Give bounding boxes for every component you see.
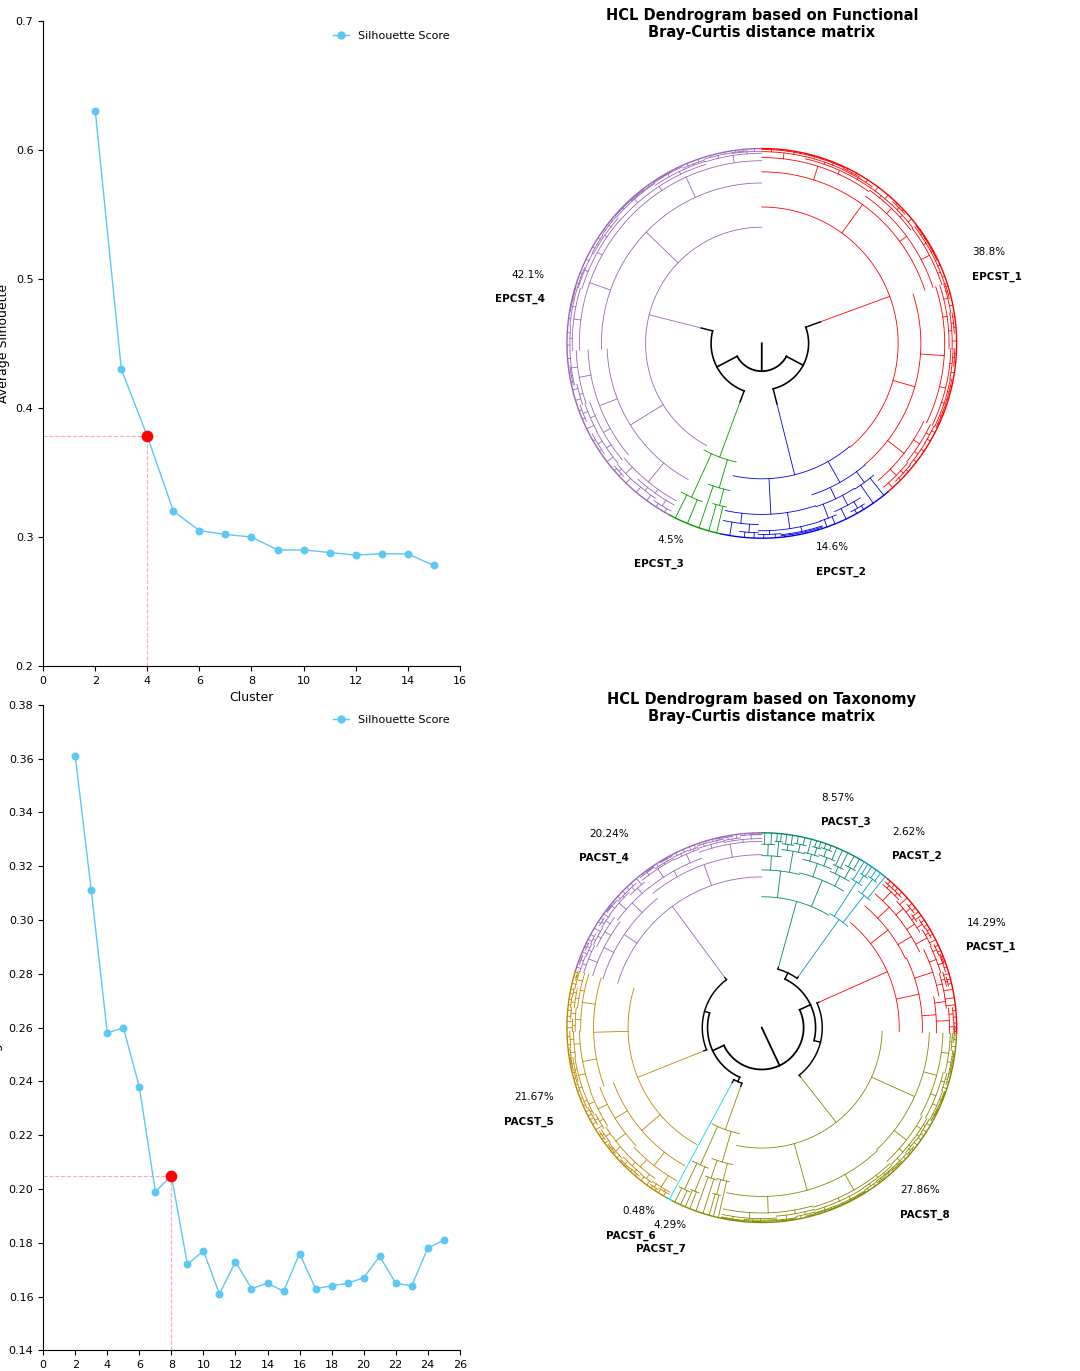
Y-axis label: Average Silhouette: Average Silhouette bbox=[0, 968, 3, 1087]
Text: PACST_6: PACST_6 bbox=[606, 1231, 656, 1241]
Y-axis label: Average Silhouette: Average Silhouette bbox=[0, 284, 10, 403]
Text: 14.29%: 14.29% bbox=[967, 917, 1007, 928]
Point bbox=[373, 543, 390, 565]
Text: PACST_3: PACST_3 bbox=[822, 817, 872, 828]
Text: PACST_7: PACST_7 bbox=[636, 1245, 686, 1254]
Point bbox=[83, 880, 100, 902]
Title: HCL Dendrogram based on Functional
Bray-Curtis distance matrix: HCL Dendrogram based on Functional Bray-… bbox=[606, 8, 918, 40]
Text: 8.57%: 8.57% bbox=[822, 792, 854, 803]
Text: 14.6%: 14.6% bbox=[816, 542, 849, 553]
Point bbox=[194, 1239, 212, 1261]
Point bbox=[435, 1230, 453, 1252]
Point bbox=[179, 1253, 197, 1275]
Point bbox=[399, 543, 416, 565]
Text: PACST_8: PACST_8 bbox=[901, 1209, 950, 1220]
Point bbox=[347, 544, 364, 566]
Text: 0.48%: 0.48% bbox=[622, 1206, 656, 1216]
Point bbox=[372, 1245, 389, 1267]
Point bbox=[163, 1164, 180, 1186]
Point bbox=[86, 100, 104, 122]
Point bbox=[138, 425, 156, 447]
Point bbox=[275, 1281, 293, 1302]
Point bbox=[403, 1275, 420, 1297]
Text: PACST_2: PACST_2 bbox=[892, 851, 942, 861]
Point bbox=[243, 526, 260, 548]
Legend: Silhouette Score: Silhouette Score bbox=[328, 26, 455, 45]
Point bbox=[98, 1021, 116, 1043]
Point bbox=[163, 1164, 180, 1186]
Point bbox=[419, 1237, 436, 1259]
Point bbox=[426, 554, 443, 576]
Point bbox=[211, 1283, 228, 1305]
Point bbox=[138, 425, 156, 447]
Text: 4.29%: 4.29% bbox=[653, 1220, 686, 1230]
Text: PACST_4: PACST_4 bbox=[579, 853, 629, 864]
Point bbox=[355, 1267, 373, 1289]
Point bbox=[227, 1250, 244, 1272]
Text: 27.86%: 27.86% bbox=[901, 1185, 940, 1196]
Point bbox=[217, 524, 234, 546]
Text: 21.67%: 21.67% bbox=[514, 1093, 554, 1102]
Point bbox=[295, 539, 312, 561]
Point bbox=[259, 1272, 276, 1294]
Title: HCL Dendrogram based on Taxonomy
Bray-Curtis distance matrix: HCL Dendrogram based on Taxonomy Bray-Cu… bbox=[607, 692, 916, 724]
Text: 2.62%: 2.62% bbox=[892, 827, 926, 836]
X-axis label: Cluster: Cluster bbox=[229, 691, 273, 705]
Point bbox=[291, 1242, 308, 1264]
Text: 42.1%: 42.1% bbox=[512, 270, 544, 280]
Point bbox=[114, 1017, 132, 1039]
Point bbox=[307, 1278, 324, 1300]
Text: EPCST_1: EPCST_1 bbox=[972, 271, 1022, 282]
Point bbox=[387, 1272, 404, 1294]
Point bbox=[321, 542, 338, 563]
Text: EPCST_2: EPCST_2 bbox=[816, 566, 866, 577]
Point bbox=[339, 1272, 356, 1294]
Point bbox=[67, 744, 84, 766]
Point bbox=[191, 520, 208, 542]
Legend: Silhouette Score: Silhouette Score bbox=[328, 710, 455, 729]
Point bbox=[243, 1278, 260, 1300]
Text: PACST_1: PACST_1 bbox=[967, 942, 1016, 953]
Text: EPCST_4: EPCST_4 bbox=[495, 293, 544, 304]
Point bbox=[112, 358, 130, 380]
Text: EPCST_3: EPCST_3 bbox=[634, 559, 684, 569]
Point bbox=[269, 539, 286, 561]
Point bbox=[323, 1275, 340, 1297]
Point bbox=[147, 1180, 164, 1202]
Text: 20.24%: 20.24% bbox=[589, 828, 629, 839]
Text: 4.5%: 4.5% bbox=[658, 535, 684, 544]
Point bbox=[131, 1076, 148, 1098]
Point bbox=[165, 500, 183, 522]
Text: 38.8%: 38.8% bbox=[972, 248, 1005, 258]
Text: PACST_5: PACST_5 bbox=[504, 1116, 554, 1127]
